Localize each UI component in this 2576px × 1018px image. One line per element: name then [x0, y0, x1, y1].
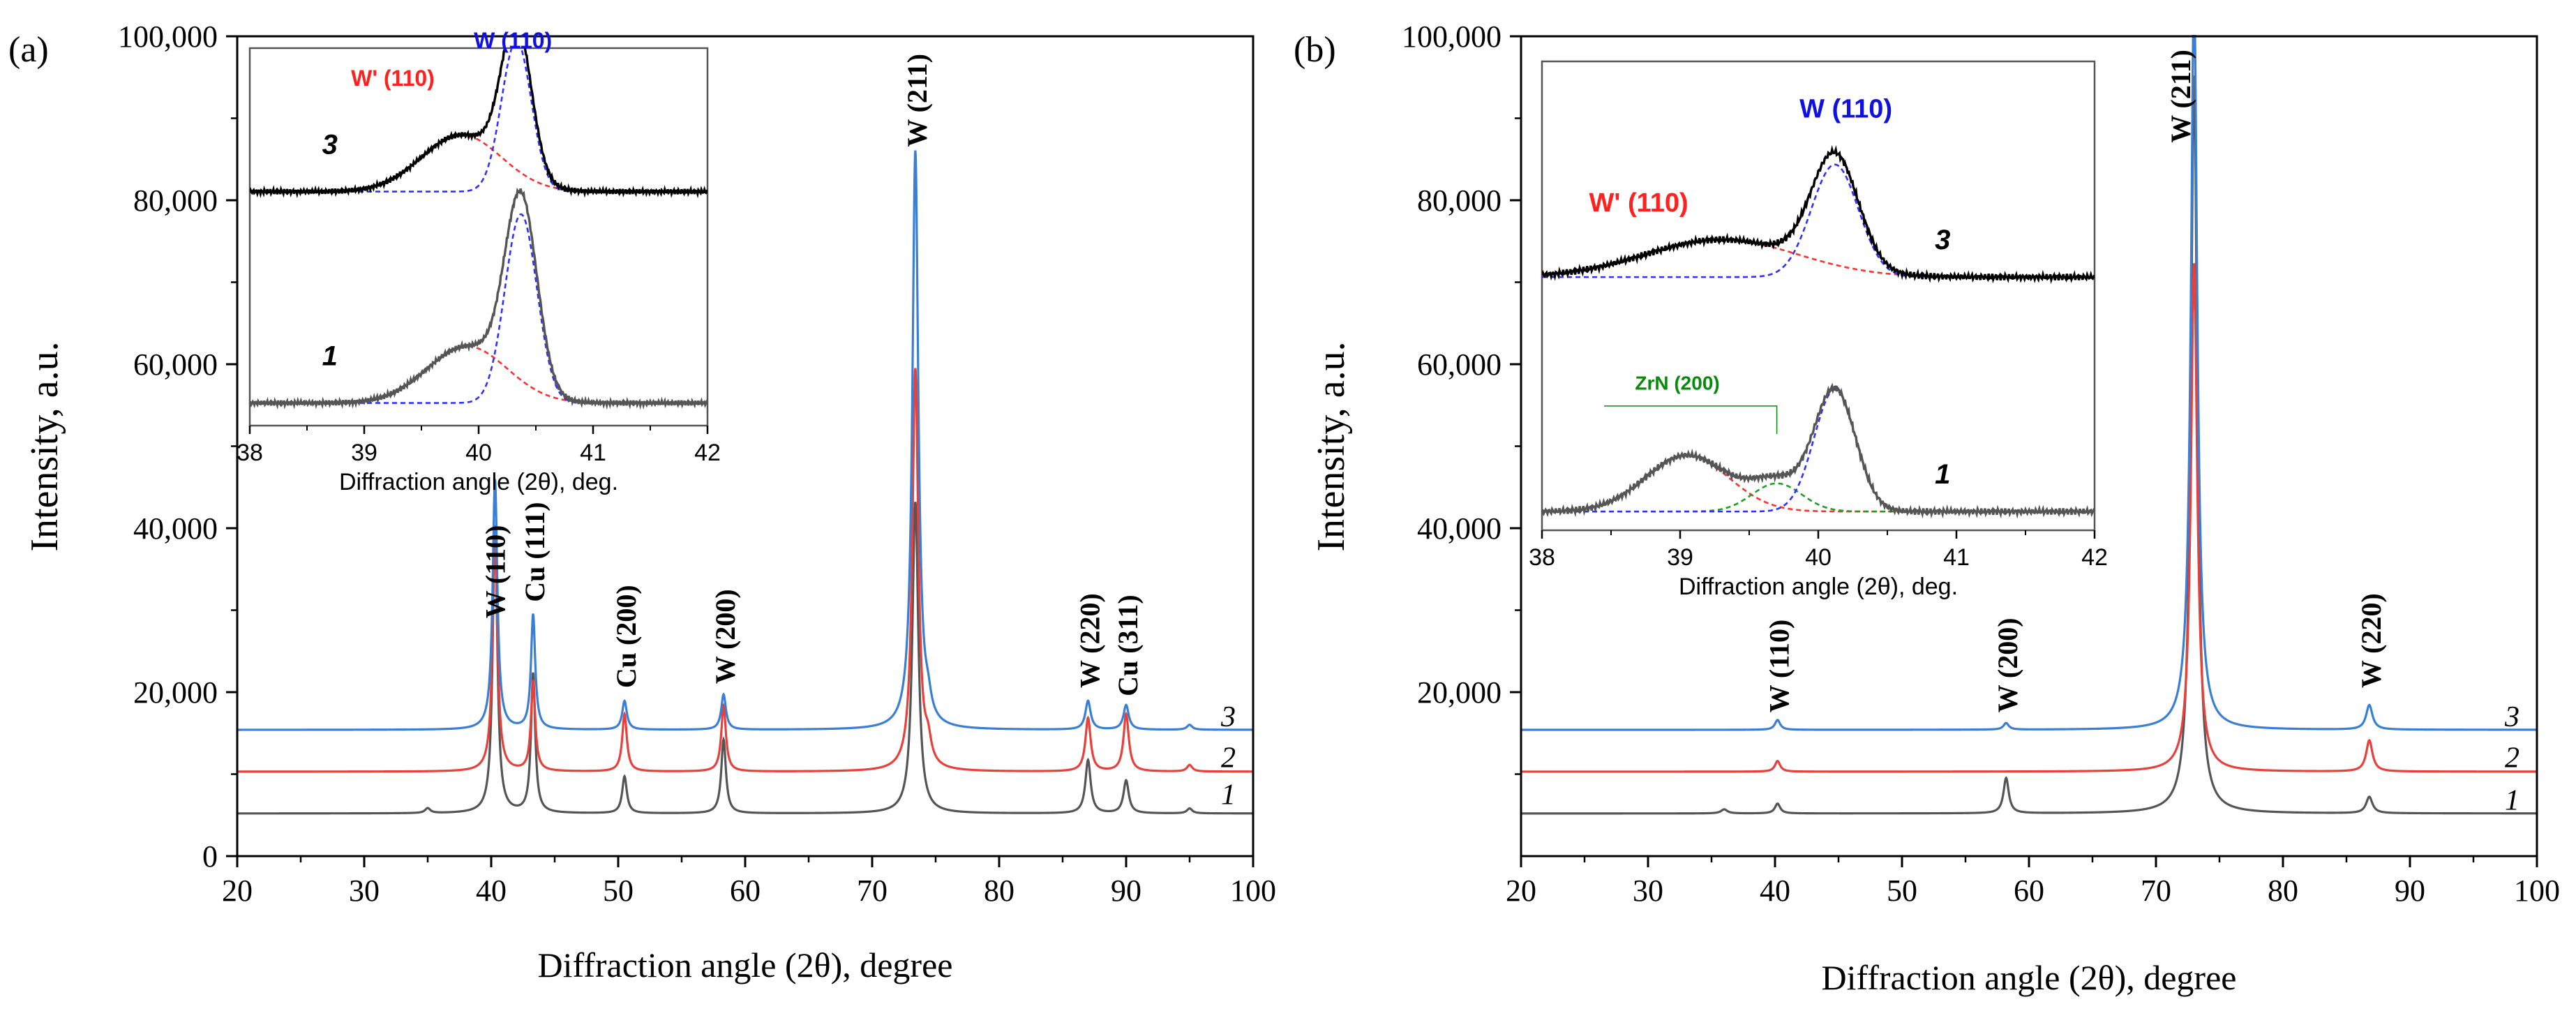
inset-peak-label: W (110)	[474, 28, 552, 53]
series-group	[237, 150, 1253, 815]
inset-peak-label: ZrN (200)	[1635, 372, 1719, 394]
inset-x-tick-label: 40	[1805, 544, 1832, 571]
inset-curves	[250, 48, 707, 410]
x-tick-label: 30	[1633, 874, 1663, 908]
y-tick-label: 80,000	[133, 184, 218, 218]
series-3-label: 3	[1220, 701, 1236, 733]
inset-x-tick-label: 38	[237, 440, 263, 466]
y-tick-label: 40,000	[1417, 511, 1502, 546]
x-tick-label: 30	[349, 874, 380, 908]
inset-x-tick-label: 41	[1943, 544, 1970, 571]
panel-label: (a)	[8, 30, 49, 70]
x-tick-label: 60	[730, 874, 761, 908]
x-axis-label: Diffraction angle (2θ), degree	[538, 945, 953, 985]
peak-label: W (220)	[2356, 593, 2387, 688]
peak-label: Cu (311)	[1112, 594, 1144, 696]
series-1-label: 1	[1221, 779, 1236, 811]
peak-label: W (200)	[1992, 617, 2023, 712]
series-1-label: 1	[2505, 785, 2519, 817]
series-3-line	[237, 150, 1253, 731]
series-3-label: 3	[2504, 701, 2519, 733]
y-axis-label: Intensity, a.u.	[1310, 341, 1353, 551]
inset-x-axis-label: Diffraction angle (2θ), deg.	[1679, 574, 1958, 600]
inset-x-axis-label: Diffraction angle (2θ), deg.	[339, 469, 618, 495]
x-tick-label: 80	[984, 874, 1014, 908]
series-1-line	[1521, 75, 2537, 815]
peak-label: Cu (200)	[611, 585, 642, 688]
x-tick-label: 100	[2514, 874, 2560, 908]
x-tick-label: 50	[1887, 874, 1917, 908]
inset-x-tick-label: 39	[351, 440, 377, 466]
inset-frame	[1541, 60, 2096, 532]
series-2-label: 2	[1221, 742, 1236, 774]
y-tick-label: 0	[202, 839, 218, 874]
x-tick-label: 50	[603, 874, 634, 908]
y-tick-label: 100,000	[1402, 20, 1502, 54]
inset-trace-label: 1	[322, 340, 338, 371]
inset-x-tick-label: 42	[2081, 544, 2108, 571]
peak-label: Cu (111)	[519, 502, 551, 601]
series-1-line	[237, 502, 1253, 815]
x-tick-label: 80	[2268, 874, 2298, 908]
y-tick-label: 100,000	[118, 20, 218, 54]
inset-trace-label: 3	[1935, 225, 1950, 255]
inset-peak-label: W' (110)	[1589, 188, 1688, 218]
inset-measured-line	[1542, 382, 2095, 519]
panel-a: 1 2 3 20 30 40 50 60 70 80 90 100 0 20,000 40,000 60,00…	[8, 20, 1276, 985]
series-2-line	[237, 368, 1253, 773]
peak-label: W (110)	[480, 525, 511, 619]
inset-frame	[248, 47, 709, 427]
peak-label: W (220)	[1074, 593, 1105, 688]
inset-x-tick-label: 38	[1529, 544, 1555, 571]
y-axis-label: Intensity, a.u.	[23, 341, 66, 551]
series-3-line	[1521, 35, 2537, 731]
inset-peak-label: W (110)	[1799, 95, 1892, 124]
series-2-line	[1521, 263, 2537, 773]
x-axis-label: Diffraction angle (2θ), degree	[1822, 958, 2237, 997]
x-tick-label: 20	[1506, 874, 1536, 908]
x-tick-label: 70	[857, 874, 888, 908]
inset-x-tick-label: 40	[465, 440, 492, 466]
panel-label: (b)	[1294, 30, 1336, 70]
peak-label: W (211)	[901, 54, 933, 147]
inset-measured-line	[250, 187, 707, 410]
series-2-label: 2	[2505, 742, 2519, 774]
inset-x-tick-label: 39	[1667, 544, 1693, 571]
inset-x-tick-label: 42	[694, 440, 721, 466]
y-tick-label: 20,000	[1417, 675, 1502, 710]
series-group	[1521, 35, 2537, 815]
inset-trace-label: 1	[1935, 459, 1950, 490]
inset-measured-line	[250, 48, 707, 199]
inset-measured-line	[1542, 144, 2095, 285]
x-tick-label: 40	[1760, 874, 1790, 908]
x-tick-label: 70	[2141, 874, 2171, 908]
inset-peak-label: W' (110)	[351, 66, 435, 91]
x-tick-label: 100	[1230, 874, 1276, 908]
x-tick-label: 90	[2395, 874, 2425, 908]
x-tick-label: 40	[476, 874, 507, 908]
panel-b: 1 2 3 20 30 40 50 60 70 80 90 100 20,000 40,000 60,000…	[1294, 20, 2560, 997]
inset-group: 3 1 W' (110) W (110) 38 39 40 41 42 Diffraction a…	[237, 28, 721, 495]
y-tick-label: 60,000	[133, 347, 218, 382]
inset-bracket	[1604, 405, 1778, 434]
peak-label: W (200)	[710, 589, 741, 684]
y-tick-label: 20,000	[133, 675, 218, 710]
inset-fit-component	[1542, 389, 2095, 513]
peak-label: W (110)	[1764, 620, 1795, 713]
x-tick-label: 20	[222, 874, 253, 908]
y-tick-label: 80,000	[1417, 184, 1502, 218]
x-tick-label: 60	[2014, 874, 2044, 908]
inset-group: 3 1 W' (110) W (110) ZrN (200) 38 39 40 41 42 Diff…	[1529, 60, 2108, 600]
y-tick-label: 40,000	[133, 511, 218, 546]
inset-trace-label: 3	[322, 129, 338, 160]
y-tick-label: 60,000	[1417, 347, 1502, 382]
peak-label: W (211)	[2165, 50, 2196, 143]
inset-x-tick-label: 41	[580, 440, 606, 466]
x-tick-label: 90	[1111, 874, 1141, 908]
inset-curves	[1542, 144, 2095, 519]
